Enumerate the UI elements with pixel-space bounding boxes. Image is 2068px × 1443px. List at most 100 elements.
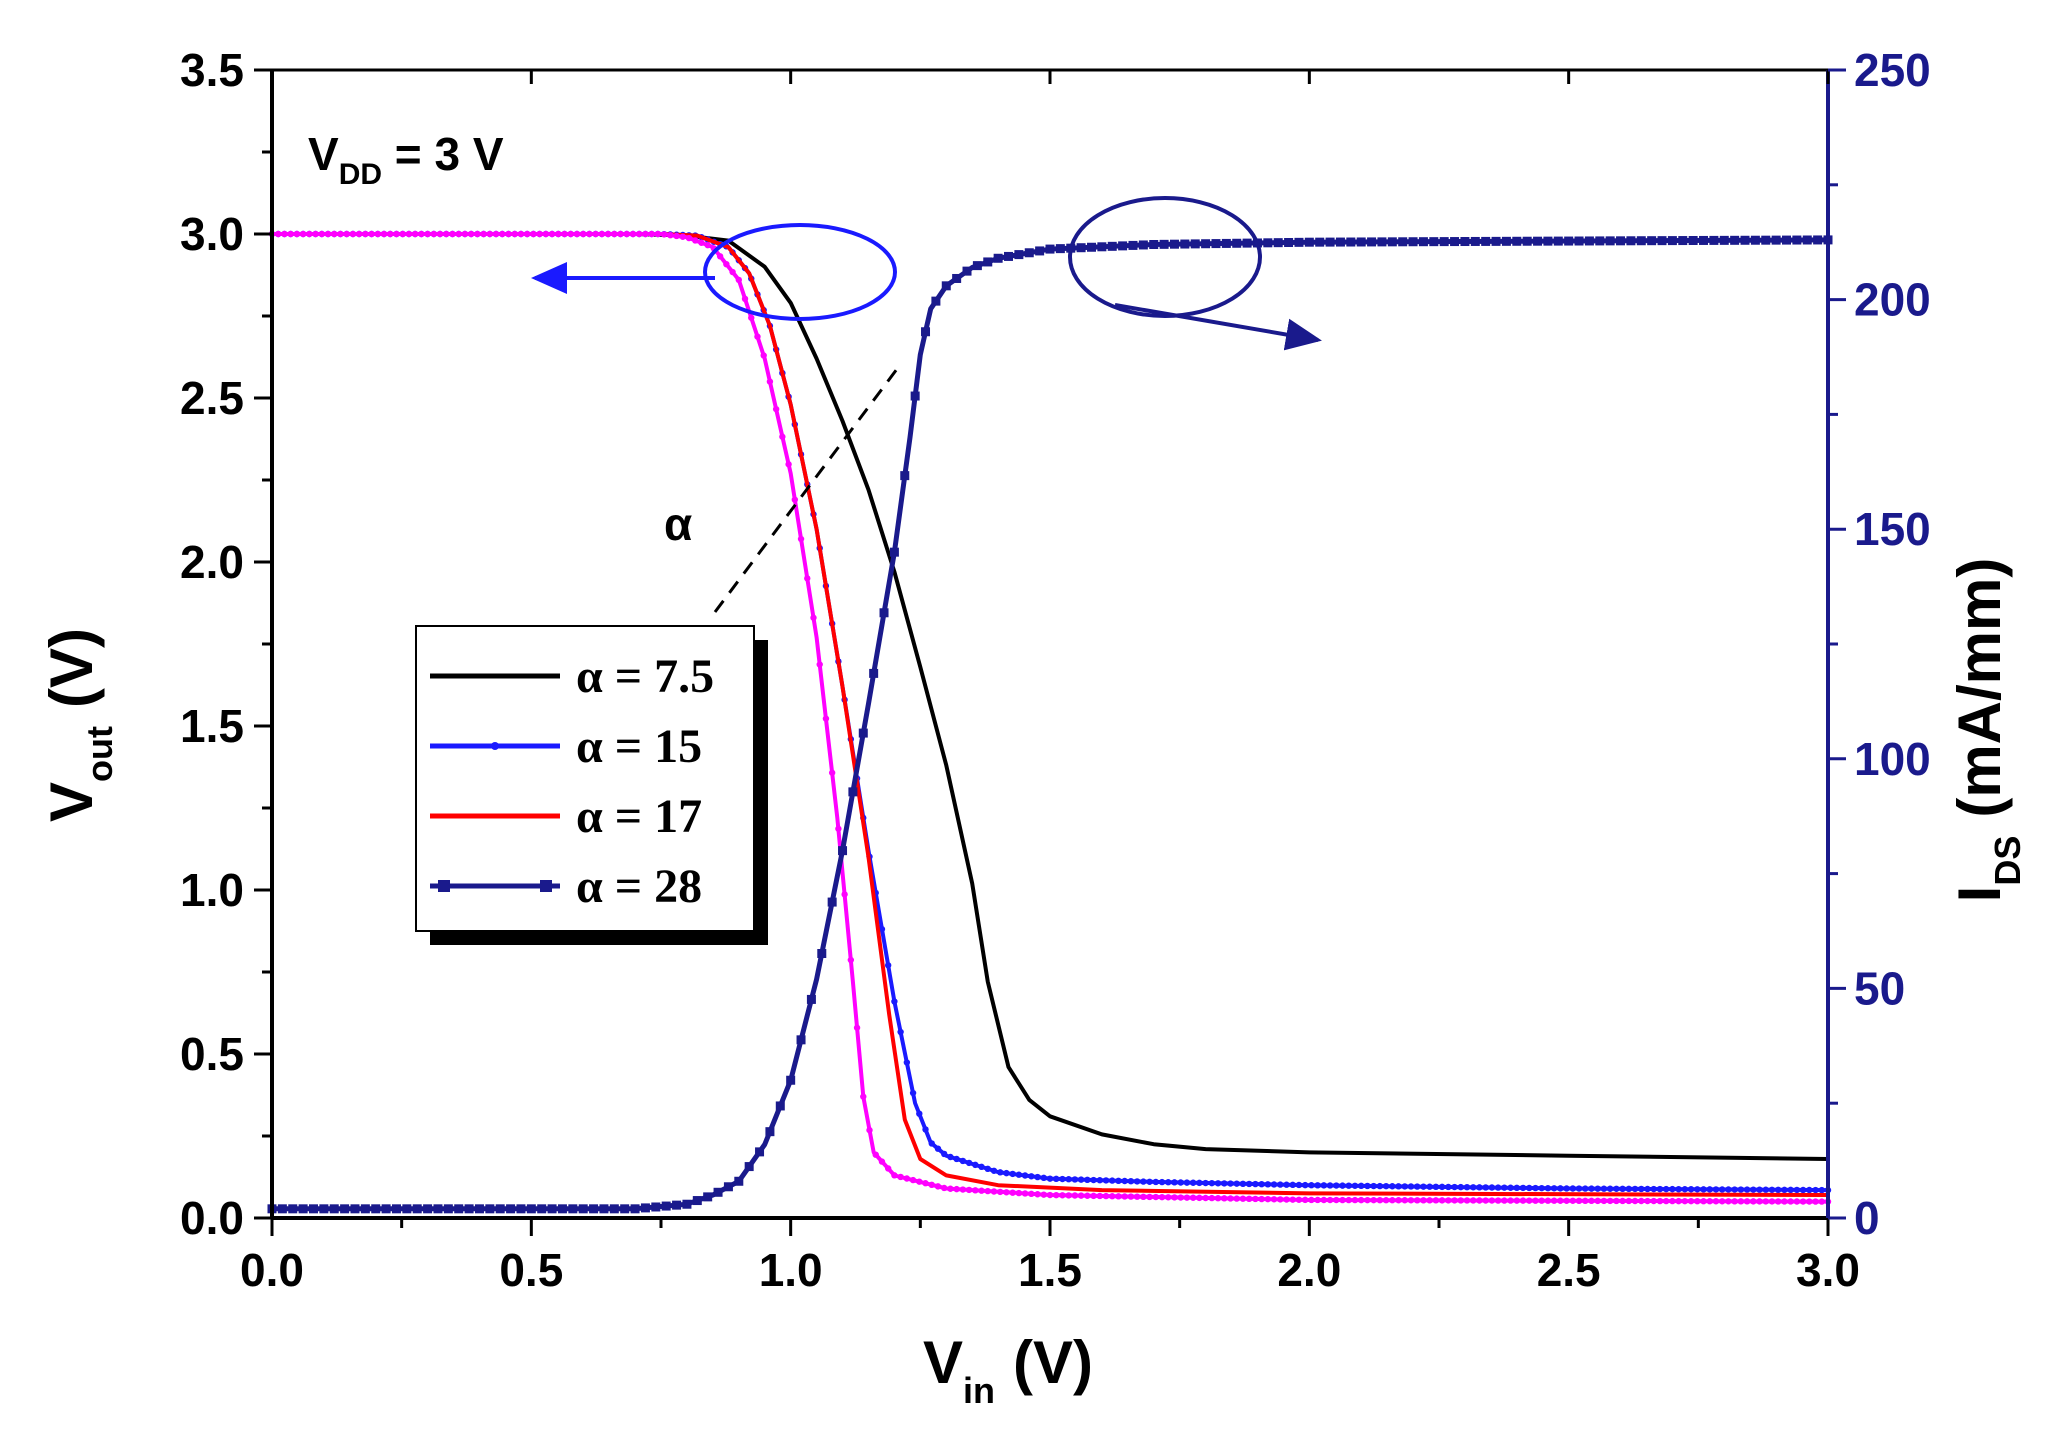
series-1-point — [1482, 1184, 1489, 1191]
series-3-point — [654, 230, 662, 238]
series-3-point — [1326, 1196, 1334, 1204]
series-3-point — [1582, 1197, 1589, 1205]
y-left-tick-label: 1.0 — [180, 864, 244, 916]
series-1-point — [1737, 1186, 1745, 1193]
series-3-point — [1588, 1197, 1595, 1205]
legend-label: α = 28 — [576, 860, 702, 913]
series-4-point — [1429, 237, 1439, 247]
series-3-point — [1494, 1197, 1502, 1204]
series-1-point — [1793, 1186, 1801, 1194]
series-3-point — [984, 1187, 991, 1195]
series-4-point — [568, 1204, 578, 1214]
series-1-point — [909, 1089, 917, 1097]
series-1-point — [1158, 1178, 1166, 1186]
series-3-point — [1003, 1189, 1010, 1196]
y-left-tick-label: 3.5 — [180, 44, 244, 96]
series-1-point — [1364, 1182, 1371, 1190]
series-3-point — [592, 230, 599, 238]
series-3-group — [268, 230, 1832, 1205]
x-tick-label: 0.0 — [240, 1244, 304, 1296]
series-3-point — [1102, 1192, 1110, 1200]
series-1-point — [1718, 1186, 1726, 1193]
y-right-tick-label: 0 — [1854, 1192, 1880, 1244]
series-1-point — [1183, 1179, 1191, 1186]
series-1-point — [1806, 1186, 1813, 1194]
series-3-point — [1301, 1196, 1309, 1204]
series-1-point — [1470, 1184, 1477, 1191]
series-1-point — [1575, 1185, 1583, 1192]
series-1-point — [1059, 1175, 1066, 1183]
series-4-point — [1024, 248, 1034, 258]
series-1-point — [1351, 1182, 1359, 1189]
legend-item: α = 17 — [430, 790, 702, 843]
series-3-point — [1283, 1196, 1290, 1203]
series-3-point — [1015, 1189, 1023, 1197]
series-1-point — [1140, 1178, 1147, 1185]
series-3-point — [461, 230, 469, 238]
series-3-point — [1202, 1194, 1209, 1202]
series-3-point — [1725, 1198, 1732, 1205]
series-3-point — [692, 237, 699, 244]
series-3-point — [754, 333, 761, 340]
series-4-point — [1626, 236, 1636, 246]
series-4-point — [557, 1204, 567, 1214]
series-3-point — [318, 230, 325, 238]
series-3-point — [362, 230, 369, 238]
series-3-point — [1557, 1197, 1564, 1204]
series-3-point — [1482, 1197, 1489, 1204]
series-3-point — [804, 575, 811, 582]
series-3-point — [972, 1187, 979, 1194]
series-4-point — [1491, 236, 1501, 246]
series-3-point — [940, 1184, 948, 1192]
series-3-point — [934, 1183, 942, 1190]
series-4-point — [1792, 235, 1802, 245]
series-3-point — [667, 231, 674, 239]
series-4-point — [1242, 238, 1252, 248]
series-3-point — [455, 230, 462, 238]
series-4-point — [744, 1162, 754, 1172]
series-1-point — [1333, 1182, 1340, 1189]
series-4-point — [858, 728, 868, 738]
series-1-point — [903, 1059, 911, 1066]
series-3-point — [418, 230, 425, 238]
series-4-point — [755, 1147, 765, 1157]
series-3-point — [1339, 1196, 1346, 1204]
x-tick-label: 3.0 — [1796, 1244, 1860, 1296]
series-1-point — [1326, 1182, 1334, 1189]
series-4-point — [1564, 236, 1574, 246]
series-3-point — [405, 230, 413, 238]
series-1-point — [1308, 1182, 1315, 1189]
series-3-point — [623, 230, 630, 238]
series-1-point — [1457, 1183, 1464, 1191]
series-1-point — [1631, 1185, 1639, 1193]
series-3-point — [499, 230, 506, 238]
series-3-point — [1096, 1192, 1103, 1200]
series-4-point — [941, 281, 951, 291]
series-3-point — [1507, 1197, 1514, 1204]
series-1-point — [1538, 1184, 1545, 1192]
series-1-point — [1544, 1185, 1552, 1192]
series-3-point — [1239, 1195, 1247, 1202]
series-3-point — [443, 230, 450, 238]
series-1-point — [1314, 1182, 1321, 1189]
series-3-point — [1650, 1197, 1657, 1205]
series-3-point — [1071, 1192, 1079, 1199]
series-4-point — [371, 1204, 381, 1214]
series-4-point — [952, 273, 962, 283]
series-3-point — [679, 233, 686, 240]
series-3-point — [598, 230, 606, 238]
series-1-point — [1494, 1184, 1502, 1191]
series-3-point — [642, 230, 649, 238]
series-0-group — [272, 232, 1829, 1161]
series-3-point — [424, 230, 431, 238]
series-1-point — [1189, 1179, 1197, 1186]
series-1-point — [1619, 1185, 1626, 1193]
series-4-point — [433, 1204, 443, 1214]
series-4-point — [1418, 237, 1428, 247]
series-4-point — [1118, 241, 1128, 251]
series-4-point — [734, 1176, 744, 1186]
series-3-point — [1090, 1192, 1097, 1200]
series-1-point — [1687, 1186, 1695, 1193]
axes: 0.0 0.5 1.0 1.5 2.0 2.5 3.0 0.0 0.5 1.0 1.5 2.0 2.5 3… — [180, 44, 1931, 1296]
y-right-axis-title-unit: (mA/mm) — [1946, 558, 2013, 818]
